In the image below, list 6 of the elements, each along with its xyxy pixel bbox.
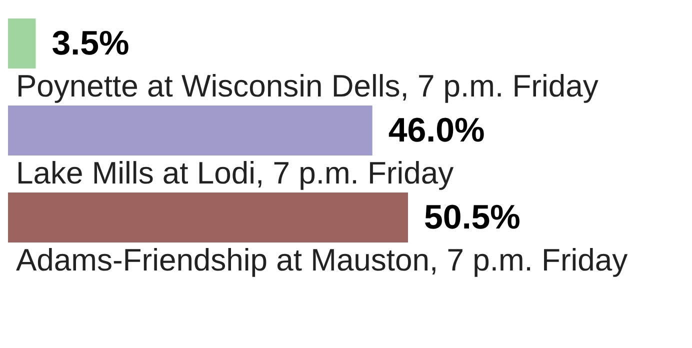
y-tick-label: Lake Mills at Lodi, 7 p.m. Friday: [16, 156, 454, 190]
data-label: 3.5%: [52, 24, 130, 62]
y-tick-label: Adams-Friendship at Mauston, 7 p.m. Friday: [16, 242, 628, 278]
data-label: 46.0%: [388, 112, 485, 150]
y-tick-label: Poynette at Wisconsin Dells, 7 p.m. Friday: [16, 68, 599, 104]
data-label: 50.5%: [424, 198, 520, 236]
